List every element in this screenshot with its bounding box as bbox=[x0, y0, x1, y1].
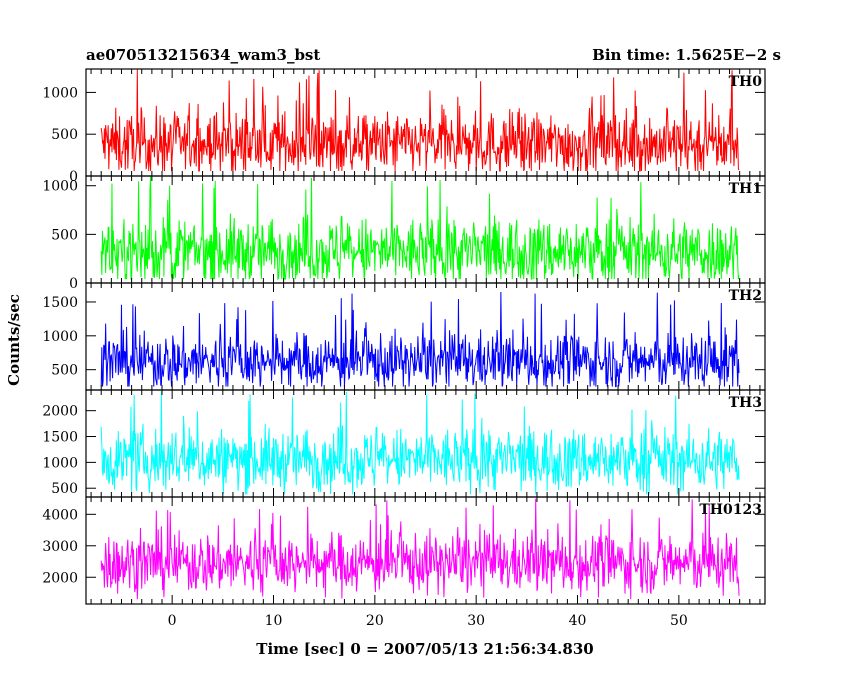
y-tick-label: 1000 bbox=[42, 329, 78, 345]
chart-title: ae070513215634_wam3_bst bbox=[86, 46, 320, 64]
panel-label-th1: TH1 bbox=[729, 181, 762, 197]
x-tick-label: 30 bbox=[467, 613, 485, 629]
series-th0-line bbox=[100, 69, 740, 172]
series-th1-line bbox=[100, 176, 740, 281]
series-th2-line bbox=[100, 292, 740, 388]
y-tick-label: 2000 bbox=[42, 570, 78, 586]
panel-label-th3: TH3 bbox=[729, 395, 762, 411]
y-tick-label: 500 bbox=[51, 127, 78, 143]
y-tick-label: 1000 bbox=[42, 179, 78, 195]
x-axis-label: Time [sec] 0 = 2007/05/13 21:56:34.830 bbox=[256, 640, 593, 658]
y-tick-label: 1000 bbox=[42, 85, 78, 101]
y-tick-label: 1500 bbox=[42, 295, 78, 311]
panel-frame bbox=[85, 389, 766, 498]
series-th3-line bbox=[100, 391, 740, 495]
y-axis-label: Counts/sec bbox=[5, 294, 23, 386]
x-tick-label: 20 bbox=[366, 613, 384, 629]
y-tick-label: 1000 bbox=[42, 455, 78, 471]
y-tick-label: 500 bbox=[51, 363, 78, 379]
y-tick-label: 500 bbox=[51, 481, 78, 497]
y-tick-label: 0 bbox=[69, 276, 78, 292]
x-tick-label: 40 bbox=[569, 613, 587, 629]
bin-time-label: Bin time: 1.5625E−2 s bbox=[592, 46, 781, 64]
panel-label-th2: TH2 bbox=[729, 288, 762, 304]
panel-label-th0: TH0 bbox=[729, 74, 763, 90]
panel-label-th0123: TH0123 bbox=[699, 502, 762, 518]
y-tick-label: 2000 bbox=[42, 404, 78, 420]
y-tick-label: 0 bbox=[69, 169, 78, 185]
y-tick-label: 4000 bbox=[42, 507, 78, 523]
x-tick-label: 10 bbox=[265, 613, 283, 629]
y-tick-label: 3000 bbox=[42, 539, 78, 555]
y-tick-label: 1500 bbox=[42, 430, 78, 446]
x-tick-label: 50 bbox=[670, 613, 688, 629]
y-tick-label: 500 bbox=[51, 227, 78, 243]
x-tick-label: 0 bbox=[168, 613, 177, 629]
series-th0123-line bbox=[100, 498, 740, 600]
